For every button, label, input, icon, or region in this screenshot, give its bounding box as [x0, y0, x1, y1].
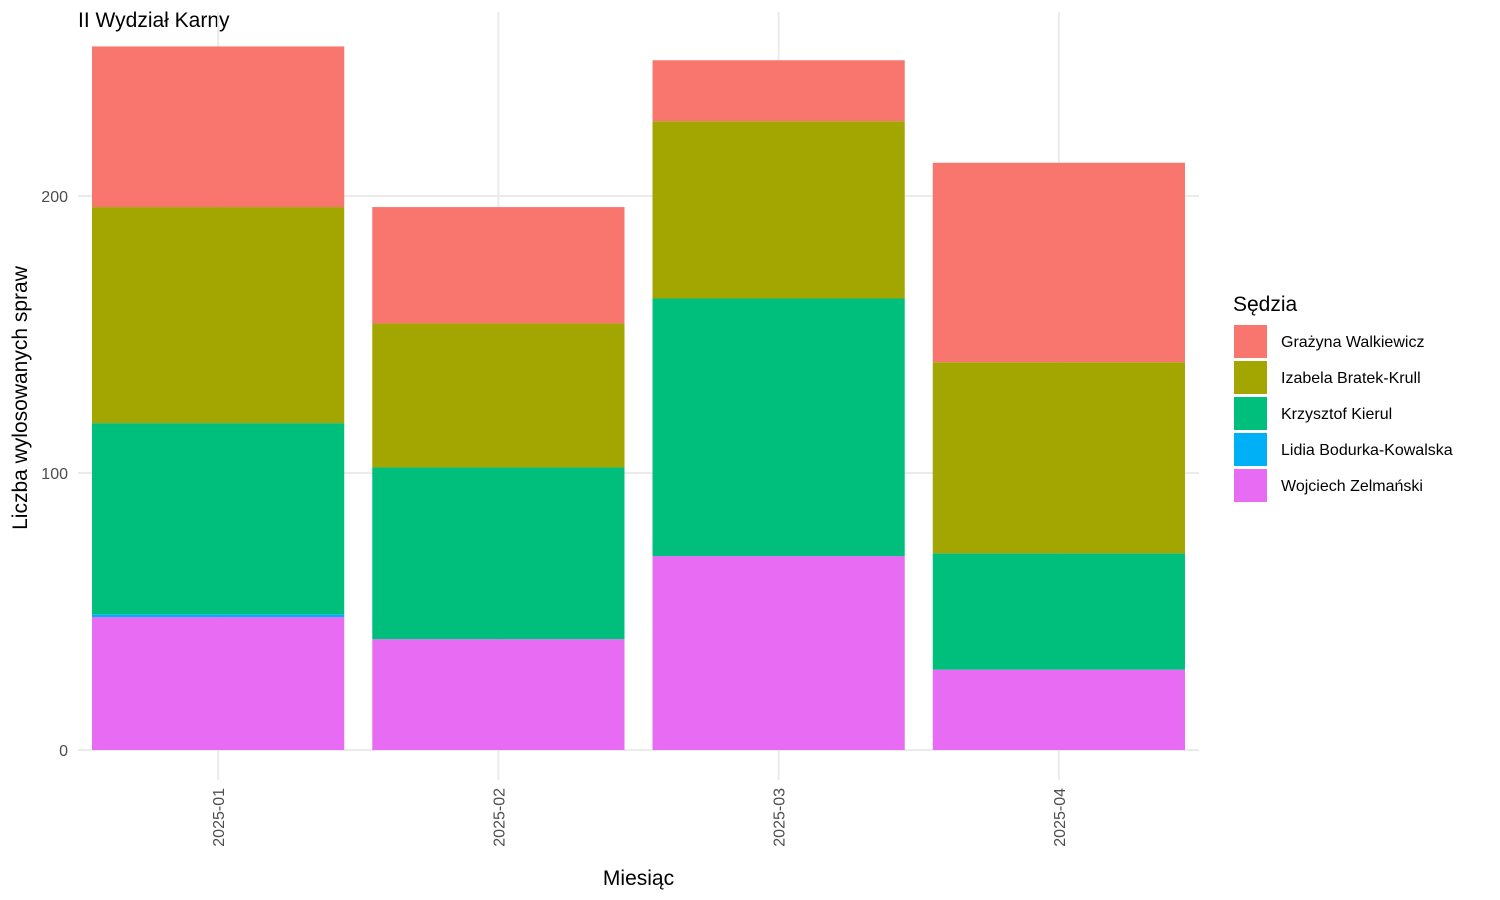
bar-segment — [652, 60, 905, 122]
bar-segment — [932, 362, 1185, 554]
x-axis-title: Miesiąc — [603, 867, 674, 890]
legend-label: Grażyna Walkiewicz — [1281, 334, 1424, 351]
legend-label: Krzysztof Kierul — [1281, 406, 1392, 423]
bar-segment — [372, 639, 625, 750]
legend-swatch — [1234, 469, 1267, 502]
y-axis-ticks: 0 100 200 — [41, 189, 68, 760]
x-tick-label: 2025-01 — [211, 788, 228, 847]
y-tick-label: 0 — [59, 743, 68, 760]
legend-swatch — [1234, 361, 1267, 394]
bar-segment — [652, 298, 905, 557]
bars — [92, 46, 1185, 750]
legend-label: Wojciech Zelmański — [1281, 478, 1423, 495]
bar-segment — [932, 669, 1185, 750]
bar-segment — [372, 467, 625, 640]
bar-segment — [932, 162, 1185, 363]
y-tick-label: 100 — [41, 466, 68, 483]
x-tick-label: 2025-04 — [1052, 788, 1069, 847]
bar-segment — [372, 207, 625, 324]
legend-label: Lidia Bodurka-Kowalska — [1281, 442, 1453, 459]
bar-segment — [652, 556, 905, 750]
bar-segment — [92, 46, 345, 208]
bar-segment — [372, 323, 625, 468]
bar-segment — [652, 121, 905, 299]
legend-swatch — [1234, 433, 1267, 466]
chart-title: II Wydział Karny — [78, 9, 230, 32]
bar-segment — [92, 617, 345, 750]
x-tick-label: 2025-02 — [491, 788, 508, 847]
legend-swatch — [1234, 325, 1267, 358]
legend-swatch — [1234, 397, 1267, 430]
legend: Sędzia Grażyna Walkiewicz Izabela Bratek-… — [1233, 293, 1453, 502]
legend-label: Izabela Bratek-Krull — [1281, 370, 1421, 387]
bar-segment — [92, 614, 345, 618]
y-axis-title: Liczba wylosowanych spraw — [9, 265, 32, 530]
y-tick-label: 200 — [41, 189, 68, 206]
x-axis-ticks: 2025-01 2025-02 2025-03 2025-04 — [211, 788, 1069, 847]
bar-segment — [92, 207, 345, 424]
bar-segment — [932, 553, 1185, 670]
bar-segment — [92, 423, 345, 615]
legend-title: Sędzia — [1233, 293, 1298, 316]
x-tick-label: 2025-03 — [772, 788, 789, 847]
